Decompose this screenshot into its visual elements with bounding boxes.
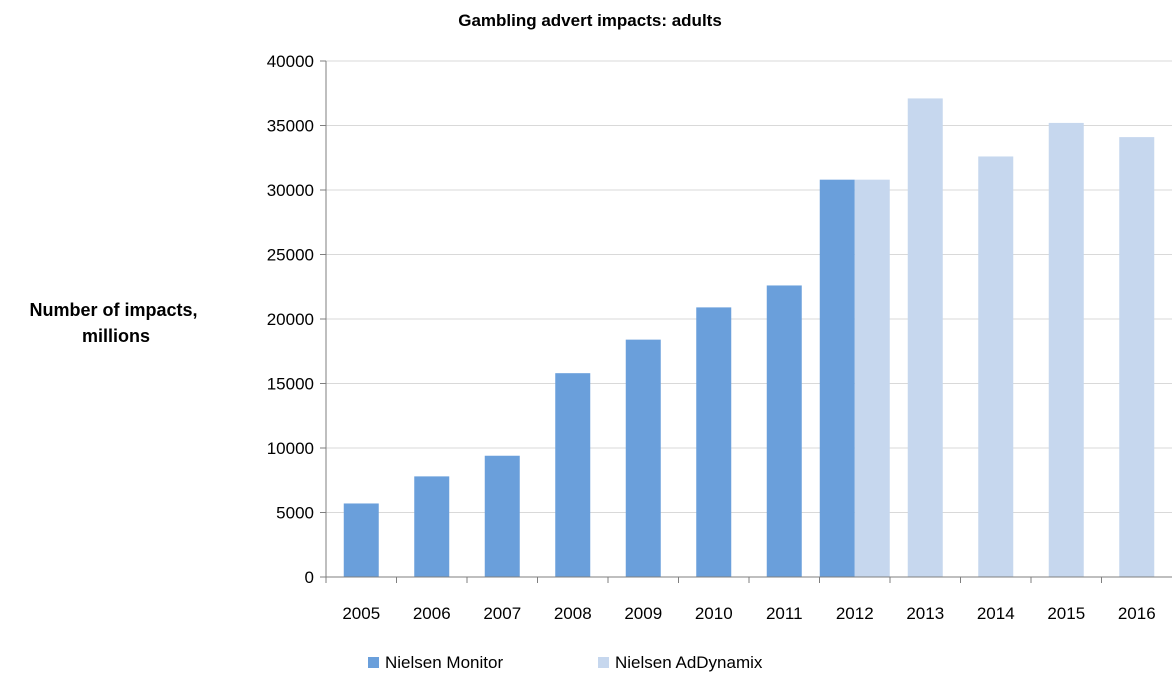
legend-swatch (598, 657, 609, 668)
y-axis-label: Number of impacts, millions (29, 300, 202, 346)
bar-nielsen-monitor (819, 179, 855, 577)
x-tick-label: 2016 (1118, 604, 1156, 623)
chart-title: Gambling advert impacts: adults (458, 11, 722, 30)
y-tick-label: 15000 (267, 375, 314, 394)
y-tick-label: 25000 (267, 246, 314, 265)
legend-label: Nielsen Monitor (385, 653, 503, 672)
legend: Nielsen Monitor Nielsen AdDynamix (368, 653, 763, 672)
x-tick-label: 2005 (342, 604, 380, 623)
x-tick-label: 2006 (413, 604, 451, 623)
bar-nielsen-monitor (696, 307, 732, 577)
bar-nielsen-monitor (484, 455, 520, 577)
y-axis-label-line-1: Number of impacts, (29, 300, 197, 320)
bar-nielsen-addynamix (907, 98, 943, 577)
legend-swatch (368, 657, 379, 668)
y-tick-label: 0 (305, 568, 314, 587)
x-tick-label: 2009 (624, 604, 662, 623)
x-tick-label: 2011 (766, 604, 803, 623)
x-tick-label: 2010 (695, 604, 733, 623)
bar-nielsen-monitor (555, 373, 591, 577)
tick-labels: 0 5000 10000 15000 20000 25000 30000 35000 40000… (267, 52, 1156, 623)
bar-nielsen-addynamix (1048, 122, 1084, 578)
x-tick-label: 2013 (906, 604, 944, 623)
x-tick-label: 2007 (483, 604, 521, 623)
bar-nielsen-monitor (625, 339, 661, 577)
axes (320, 60, 1172, 583)
y-tick-label: 10000 (267, 439, 314, 458)
y-tick-label: 35000 (267, 117, 314, 136)
x-tick-label: 2015 (1047, 604, 1085, 623)
x-tick-label: 2012 (836, 604, 874, 623)
x-tick-label: 2008 (554, 604, 592, 623)
bars (343, 98, 1155, 578)
x-tick-label: 2014 (977, 604, 1015, 623)
y-tick-label: 40000 (267, 52, 314, 71)
y-tick-label: 20000 (267, 310, 314, 329)
bar-nielsen-monitor (766, 285, 802, 577)
y-axis-label-line-2: millions (82, 326, 150, 346)
bar-nielsen-addynamix (978, 156, 1014, 577)
y-tick-label: 30000 (267, 181, 314, 200)
legend-label: Nielsen AdDynamix (615, 653, 763, 672)
bar-nielsen-monitor (414, 476, 450, 577)
bar-nielsen-addynamix (854, 179, 890, 577)
gridlines (326, 60, 1172, 513)
bar-nielsen-monitor (343, 503, 379, 577)
bar-nielsen-addynamix (1119, 137, 1155, 578)
y-tick-label: 5000 (276, 504, 314, 523)
